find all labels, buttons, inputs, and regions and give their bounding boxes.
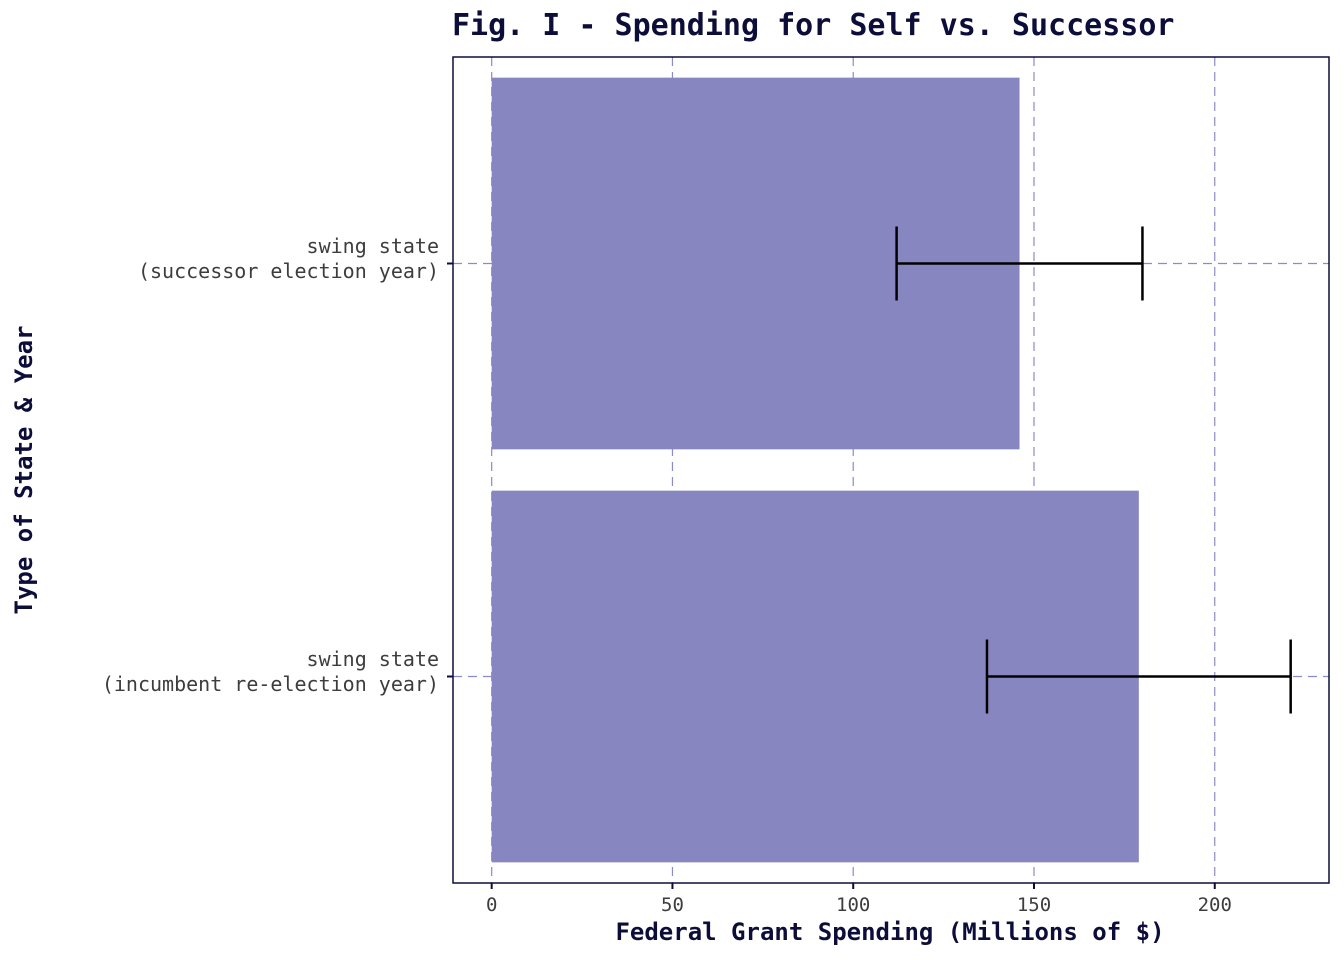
y-tick-label-0-line-0: swing state	[307, 234, 439, 258]
y-tick-label-0: swing state (successor election year)	[138, 234, 439, 283]
error-bars	[895, 226, 1292, 714]
x-axis-title: Federal Grant Spending (Millions of $)	[615, 918, 1164, 946]
x-tick-label-4: 200	[1198, 894, 1232, 916]
y-tick-label-1-line-1: (incumbent re-election year)	[102, 672, 439, 696]
y-axis-ticks: swing state (successor election year)swin…	[102, 234, 453, 696]
y-tick-label-1: swing state (incumbent re-election year)	[102, 647, 439, 696]
y-axis-title: Type of State & Year	[10, 326, 38, 615]
x-axis-ticks: 0 50 100 150 200	[486, 883, 1232, 916]
chart-title: Fig. I - Spending for Self vs. Successor	[452, 8, 1174, 43]
y-tick-label-1-line-0: swing state	[307, 647, 439, 671]
x-tick-label-0: 0	[486, 894, 497, 916]
x-tick-label-3: 150	[1017, 894, 1051, 916]
plot-frame	[452, 56, 1330, 884]
bars	[491, 77, 1139, 863]
x-tick-label-1: 50	[661, 894, 684, 916]
x-tick-label-2: 100	[836, 894, 870, 916]
y-tick-label-0-line-1: (successor election year)	[138, 259, 439, 283]
